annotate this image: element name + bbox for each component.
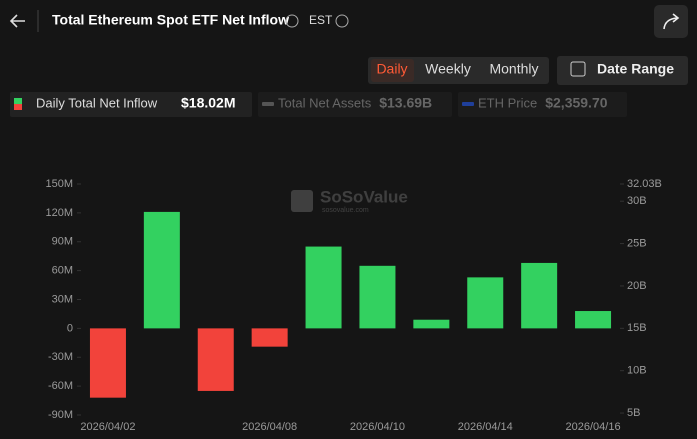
x-tick-label: 2026/04/10 [350, 421, 405, 433]
x-tick-label: 2026/04/16 [566, 421, 621, 433]
watermark: SoSoValue sosovalue.com [291, 187, 408, 214]
y2-tick-label: 32.03B [627, 178, 662, 190]
bar [251, 328, 288, 347]
watermark-logo [291, 190, 313, 212]
y-tick-label: -30M [48, 351, 73, 363]
x-tick-label: 2026/04/14 [458, 421, 513, 433]
period-button[interactable]: Daily [376, 61, 407, 77]
title: Total Ethereum Spot ETF Net Inflow [52, 12, 289, 28]
bar [143, 211, 180, 329]
bar [359, 265, 396, 329]
legend-value: $2,359.70 [545, 95, 607, 111]
legend-swatch [14, 104, 22, 110]
y2-tick-label: 20B [627, 280, 647, 292]
bar [575, 311, 612, 329]
legend-item[interactable] [458, 92, 627, 117]
calendar-icon [570, 61, 586, 77]
legend-value: $18.02M [181, 95, 235, 111]
info-icon[interactable] [335, 14, 349, 28]
back-button[interactable] [9, 14, 25, 28]
legend-swatch [262, 102, 274, 106]
legend-label: ETH Price [478, 95, 537, 110]
y-tick-label: 30M [52, 293, 73, 305]
y-tick-label: -90M [48, 409, 73, 421]
y2-tick-label: 15B [627, 322, 647, 334]
period-button[interactable]: Monthly [489, 61, 538, 77]
date-range-label: Date Range [597, 61, 674, 77]
y2-tick-label: 5B [627, 407, 640, 419]
legend-label: Daily Total Net Inflow [36, 95, 158, 110]
date-range-button[interactable] [557, 56, 688, 85]
bar [467, 277, 504, 329]
timezone: EST [309, 13, 333, 27]
period-active [371, 59, 414, 82]
bar [521, 262, 558, 329]
legend-value: $13.69B [379, 95, 432, 111]
share-button[interactable] [654, 5, 688, 38]
y-tick-label: 150M [45, 178, 73, 190]
legend-swatch [462, 102, 474, 106]
x-tick-label: 2026/04/02 [80, 421, 135, 433]
y2-tick-label: 30B [627, 195, 647, 207]
y-tick-label: 60M [52, 265, 73, 277]
bar [197, 328, 234, 391]
watermark-url: sosovalue.com [322, 207, 369, 214]
period-button[interactable]: Weekly [425, 61, 471, 77]
bar [89, 328, 126, 398]
legend-item[interactable] [10, 92, 252, 117]
y-tick-label: 0 [67, 322, 73, 334]
x-tick-label: 2026/04/08 [242, 421, 297, 433]
y-tick-label: -60M [48, 380, 73, 392]
bar [413, 319, 450, 329]
legend-swatch [14, 98, 22, 104]
watermark-brand: SoSoValue [320, 187, 408, 206]
y2-tick-label: 10B [627, 365, 647, 377]
info-icon[interactable] [285, 14, 299, 28]
y-tick-label: 90M [52, 236, 73, 248]
y-tick-label: 120M [45, 207, 73, 219]
legend-item[interactable] [258, 92, 452, 117]
y2-tick-label: 25B [627, 237, 647, 249]
bar [305, 246, 342, 329]
share-icon [663, 13, 680, 30]
legend-label: Total Net Assets [278, 95, 372, 110]
